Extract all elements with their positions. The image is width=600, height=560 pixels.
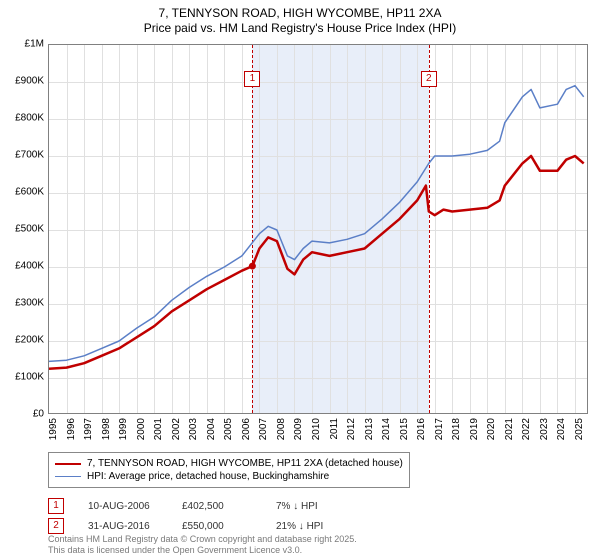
plot-region: 12: [48, 44, 588, 414]
footer-line-2: This data is licensed under the Open Gov…: [48, 545, 357, 556]
title-subtitle: Price paid vs. HM Land Registry's House …: [0, 21, 600, 36]
x-tick-label: 2016: [416, 418, 427, 440]
sale-badge: 1: [48, 498, 64, 514]
x-tick-label: 2013: [364, 418, 375, 440]
x-tick-label: 2004: [206, 418, 217, 440]
x-tick-label: 2021: [504, 418, 515, 440]
x-tick-label: 1997: [83, 418, 94, 440]
x-tick-label: 2019: [469, 418, 480, 440]
x-tick-label: 2010: [311, 418, 322, 440]
sale-price: £550,000: [182, 521, 252, 532]
x-tick-label: 2024: [556, 418, 567, 440]
x-tick-label: 2023: [539, 418, 550, 440]
sale-date: 31-AUG-2016: [88, 521, 158, 532]
x-tick-label: 2025: [574, 418, 585, 440]
y-tick-label: £800K: [0, 113, 44, 124]
chart-container: 7, TENNYSON ROAD, HIGH WYCOMBE, HP11 2XA…: [0, 0, 600, 560]
y-tick-label: £500K: [0, 224, 44, 235]
legend: 7, TENNYSON ROAD, HIGH WYCOMBE, HP11 2XA…: [48, 452, 410, 488]
legend-item: HPI: Average price, detached house, Buck…: [55, 470, 403, 483]
sale-vs-hpi: 7% ↓ HPI: [276, 501, 346, 512]
x-tick-label: 2012: [346, 418, 357, 440]
footer-line-1: Contains HM Land Registry data © Crown c…: [48, 534, 357, 545]
y-tick-label: £200K: [0, 335, 44, 346]
series-hpi: [49, 86, 584, 362]
x-tick-label: 2008: [276, 418, 287, 440]
x-tick-label: 2011: [329, 418, 340, 440]
sale-row-2: 2 31-AUG-2016 £550,000 21% ↓ HPI: [48, 516, 346, 536]
x-tick-label: 2009: [293, 418, 304, 440]
legend-label: HPI: Average price, detached house, Buck…: [87, 471, 329, 482]
x-tick-label: 2001: [153, 418, 164, 440]
legend-item: 7, TENNYSON ROAD, HIGH WYCOMBE, HP11 2XA…: [55, 457, 403, 470]
x-tick-label: 2014: [381, 418, 392, 440]
marker-badge-1: 1: [244, 71, 260, 87]
legend-swatch: [55, 476, 81, 477]
x-tick-label: 1998: [101, 418, 112, 440]
x-tick-label: 2020: [486, 418, 497, 440]
title-block: 7, TENNYSON ROAD, HIGH WYCOMBE, HP11 2XA…: [0, 0, 600, 36]
y-tick-label: £0: [0, 409, 44, 420]
sales-table: 1 10-AUG-2006 £402,500 7% ↓ HPI 2 31-AUG-2016…: [48, 496, 346, 536]
x-tick-label: 2002: [171, 418, 182, 440]
x-tick-label: 2007: [258, 418, 269, 440]
legend-swatch: [55, 463, 81, 465]
x-tick-label: 2006: [241, 418, 252, 440]
footer-attribution: Contains HM Land Registry data © Crown c…: [48, 534, 357, 556]
x-tick-label: 2022: [521, 418, 532, 440]
y-tick-label: £1M: [0, 39, 44, 50]
sale-vs-hpi: 21% ↓ HPI: [276, 521, 346, 532]
x-tick-label: 1999: [118, 418, 129, 440]
y-tick-label: £600K: [0, 187, 44, 198]
sale-date: 10-AUG-2006: [88, 501, 158, 512]
marker-badge-2: 2: [421, 71, 437, 87]
x-tick-label: 2018: [451, 418, 462, 440]
y-tick-label: £700K: [0, 150, 44, 161]
x-tick-label: 1996: [66, 418, 77, 440]
y-tick-label: £900K: [0, 76, 44, 87]
x-tick-label: 2017: [434, 418, 445, 440]
x-tick-label: 2000: [136, 418, 147, 440]
x-tick-label: 2015: [399, 418, 410, 440]
sale-price: £402,500: [182, 501, 252, 512]
title-address: 7, TENNYSON ROAD, HIGH WYCOMBE, HP11 2XA: [0, 6, 600, 21]
series-price_paid: [49, 156, 584, 369]
sale-badge: 2: [48, 518, 64, 534]
line-series-svg: [49, 45, 589, 415]
y-tick-label: £300K: [0, 298, 44, 309]
sale-point-1: [249, 263, 256, 270]
chart-area: 12 £0£100K£200K£300K£400K£500K£600K£700K…: [48, 44, 588, 414]
sale-row-1: 1 10-AUG-2006 £402,500 7% ↓ HPI: [48, 496, 346, 516]
x-tick-label: 2005: [223, 418, 234, 440]
y-tick-label: £400K: [0, 261, 44, 272]
x-tick-label: 1995: [48, 418, 59, 440]
y-tick-label: £100K: [0, 372, 44, 383]
legend-label: 7, TENNYSON ROAD, HIGH WYCOMBE, HP11 2XA…: [87, 458, 403, 469]
x-tick-label: 2003: [188, 418, 199, 440]
